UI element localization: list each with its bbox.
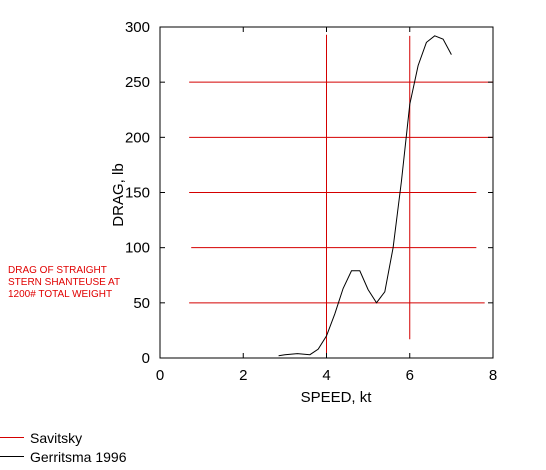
y-tick-label: 0 [142, 350, 150, 367]
x-tick-label: 8 [489, 367, 497, 384]
legend-item-savitsky: Savitsky [0, 428, 126, 447]
y-tick-label: 300 [125, 19, 150, 36]
axis-ticks: 0 2 4 6 8 0 50 100 150 200 250 300 [125, 19, 497, 384]
x-axis-label: SPEED, kt [301, 389, 373, 406]
y-tick-label: 50 [133, 295, 150, 312]
y-tick-label: 250 [125, 74, 150, 91]
x-tick-label: 4 [322, 367, 330, 384]
legend-label: Savitsky [30, 429, 83, 446]
annotation-note: DRAG OF STRAIGHT STERN SHANTEUSE AT 1200… [8, 265, 120, 301]
savitsky-reference-lines [189, 34, 493, 358]
annotation-line: DRAG OF STRAIGHT [8, 265, 107, 276]
annotation-line: STERN SHANTEUSE AT [8, 277, 121, 288]
legend-item-gerritsma: Gerritsma 1996 [0, 447, 126, 466]
legend-swatch-savitsky [0, 437, 24, 438]
gerritsma-series [278, 35, 452, 357]
legend-label: Gerritsma 1996 [30, 448, 127, 465]
y-tick-label: 100 [125, 240, 150, 257]
legend-swatch-gerritsma [0, 456, 24, 457]
y-tick-label: 200 [125, 129, 150, 146]
y-tick-label: 150 [125, 185, 150, 202]
legend: Savitsky Gerritsma 1996 [0, 428, 126, 466]
gerritsma-line [278, 35, 452, 357]
annotation-line: 1200# TOTAL WEIGHT [8, 289, 113, 300]
x-tick-label: 0 [156, 367, 164, 384]
x-tick-label: 6 [406, 367, 414, 384]
x-tick-label: 2 [239, 367, 247, 384]
y-axis-label: DRAG, lb [110, 163, 127, 226]
